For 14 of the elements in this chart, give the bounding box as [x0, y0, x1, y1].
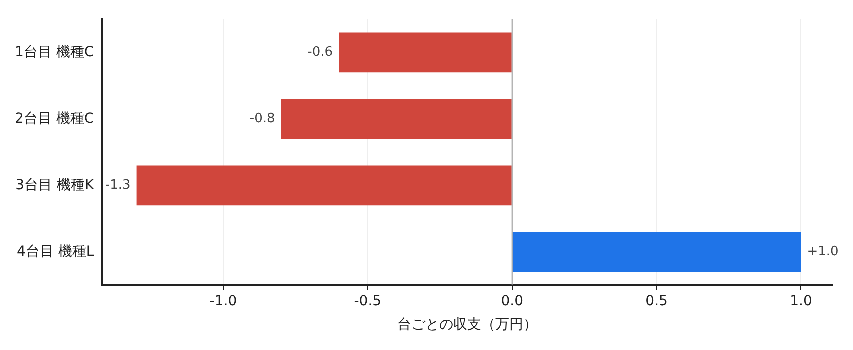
- x-tick-label: -1.0: [210, 293, 238, 310]
- y-tick-label: 3台目 機種K: [16, 177, 95, 194]
- y-tick-label: 4台目 機種L: [16, 244, 94, 260]
- y-tick-label: 1台目 機種C: [14, 44, 94, 60]
- x-tick-label: 0.5: [646, 293, 668, 310]
- x-axis-title: 台ごとの収支（万円）: [398, 317, 538, 334]
- data-label: -0.6: [308, 45, 334, 60]
- x-tick-label: 1.0: [790, 293, 812, 310]
- data-label: +1.0: [807, 244, 839, 260]
- x-tick-label: -0.5: [354, 293, 382, 310]
- data-label: -0.8: [250, 112, 276, 127]
- x-tick-label: 0.0: [501, 293, 524, 310]
- data-label: -1.3: [105, 178, 131, 194]
- y-tick-label: 2台目 機種C: [14, 110, 94, 127]
